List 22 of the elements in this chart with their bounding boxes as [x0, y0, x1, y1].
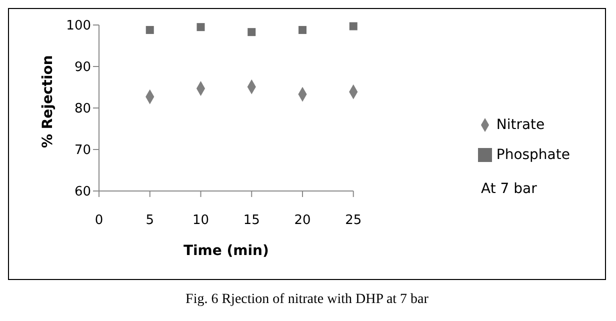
y-tick-label: 80 — [74, 102, 91, 117]
x-axis-title: Time (min) — [183, 243, 269, 259]
legend-label: Nitrate — [496, 117, 545, 133]
point — [298, 26, 306, 34]
text: At 7 bar — [481, 181, 537, 197]
x-tick-label: 25 — [345, 213, 362, 228]
point — [146, 26, 154, 34]
legend-label: Phosphate — [496, 147, 570, 163]
point — [349, 22, 358, 30]
y-tick-label: 90 — [74, 60, 91, 76]
y-axis-title: % Rejection — [40, 55, 56, 148]
x-tick-label: 10 — [192, 213, 210, 228]
x-tick-label: 15 — [243, 213, 260, 228]
y-tick-label: 100 — [66, 18, 91, 34]
point — [248, 28, 256, 36]
x-tick-label: 0 — [94, 213, 104, 228]
caption: Fig. 6 Rjection of nitrate with DHP at 7 bar — [184, 292, 430, 308]
point — [196, 23, 205, 32]
y-tick-label: 60 — [74, 184, 91, 200]
x-tick-label: 20 — [294, 213, 311, 228]
y-tick-label: 70 — [74, 143, 91, 158]
x-tick-label: 5 — [146, 213, 154, 228]
